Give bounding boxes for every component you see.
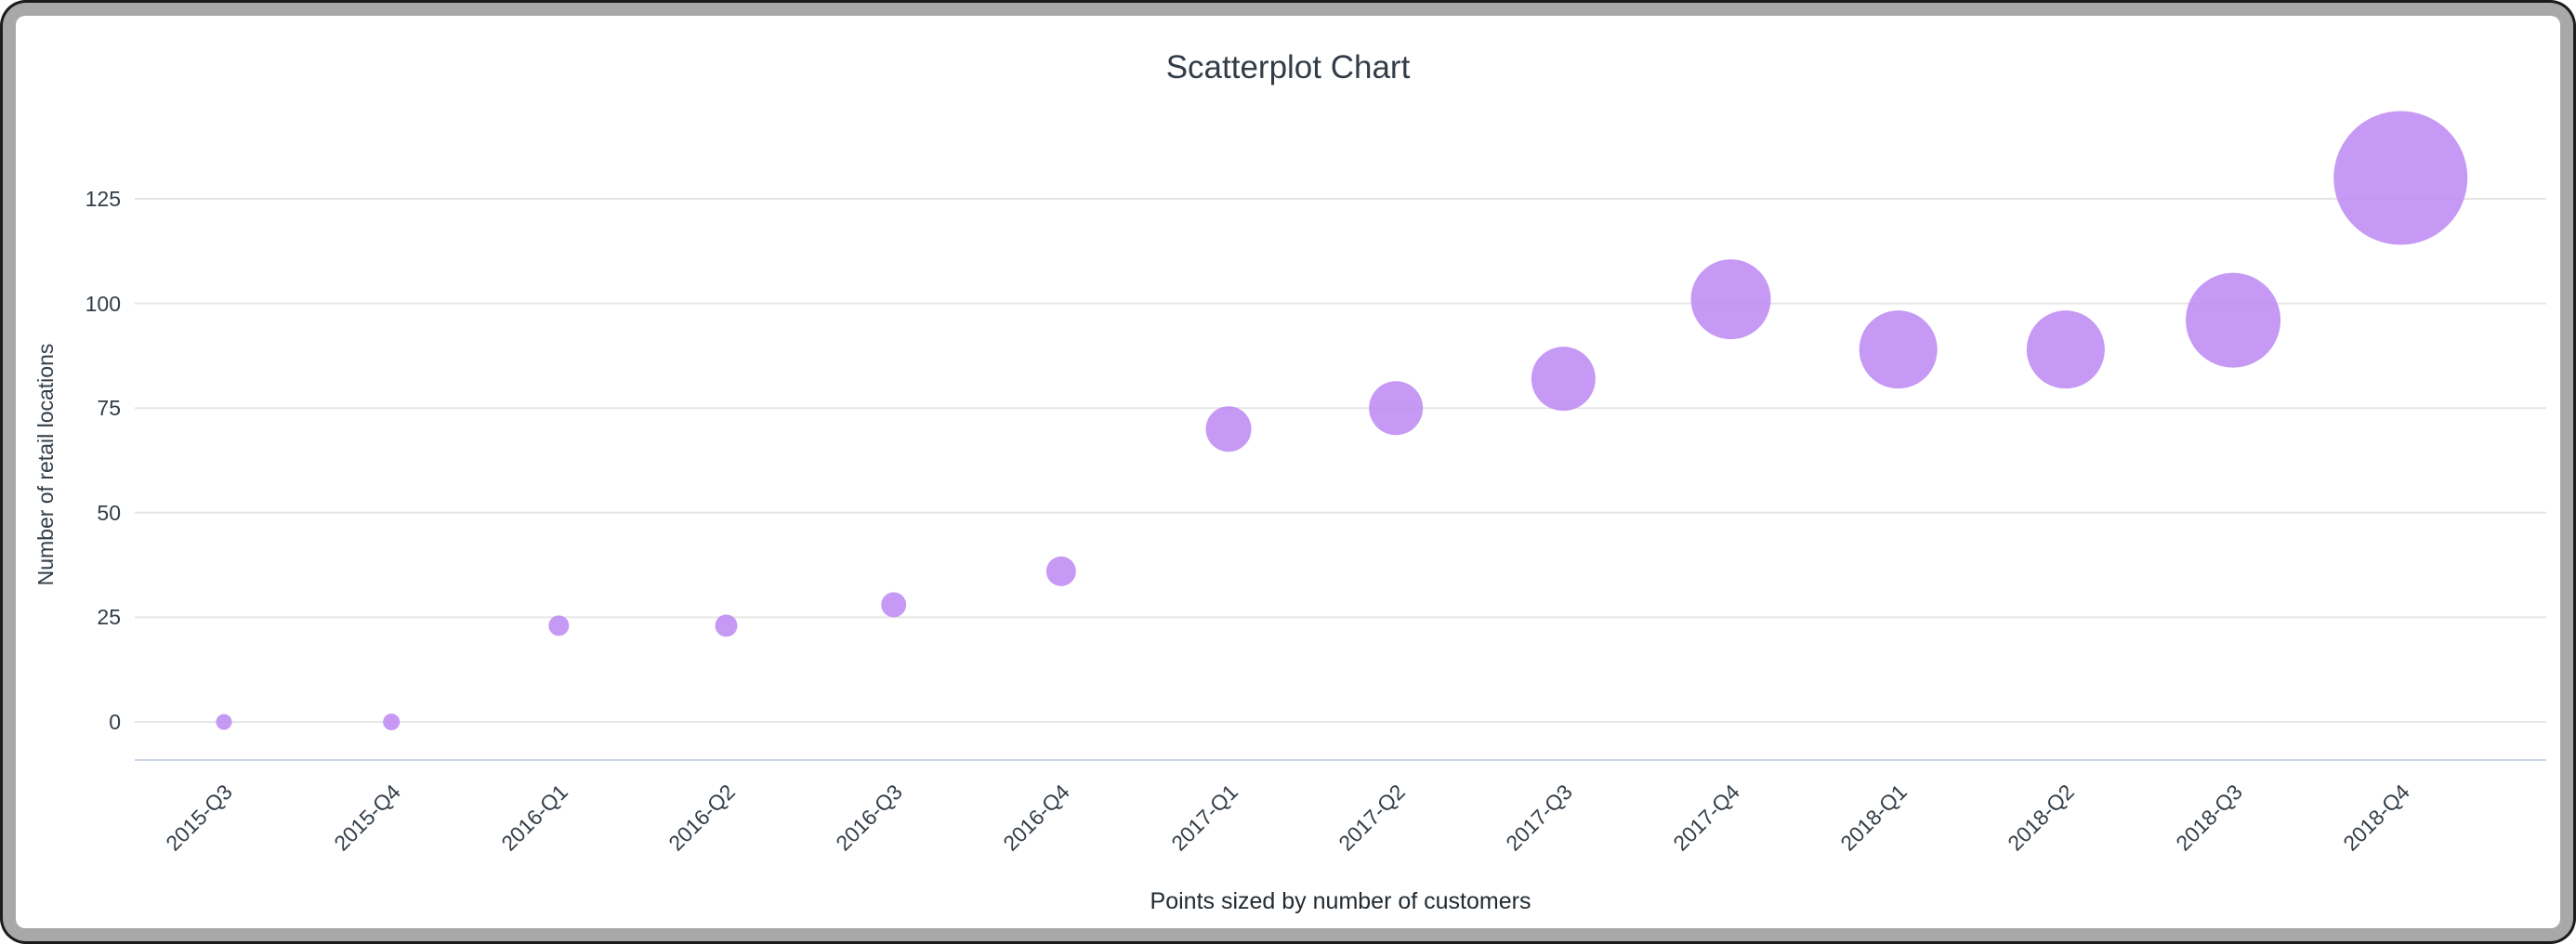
bubble-point-2015-Q4[interactable] [383, 714, 401, 730]
chart-canvas: Scatterplot Chart 0 25 50 75 100 125 2015-Q3 2… [16, 16, 2560, 928]
bubble-point-2016-Q3[interactable] [881, 592, 907, 618]
bubble-point-2017-Q1[interactable] [1205, 406, 1252, 452]
bubble-point-2018-Q3[interactable] [2186, 272, 2281, 368]
bubble-point-2018-Q2[interactable] [2026, 310, 2105, 389]
scatterplot-plot-area [135, 111, 2546, 761]
bubble-point-2017-Q4[interactable] [1690, 259, 1771, 340]
bubble-point-2016-Q2[interactable] [715, 614, 738, 637]
y-tick-label-25: 25 [97, 605, 121, 630]
y-tick-label-125: 125 [85, 187, 121, 211]
bubble-point-2016-Q1[interactable] [548, 615, 570, 636]
y-axis-title: Number of retail locations [33, 343, 58, 586]
bubble-point-2015-Q3[interactable] [216, 714, 232, 730]
bubble-point-2018-Q1[interactable] [1859, 310, 1938, 389]
bubble-point-2017-Q3[interactable] [1531, 347, 1596, 412]
chart-title: Scatterplot Chart [1165, 49, 1411, 85]
y-tick-label-100: 100 [85, 291, 121, 316]
x-axis-title: Points sized by number of customers [1150, 888, 1531, 914]
bubble-point-2017-Q2[interactable] [1369, 381, 1424, 436]
y-tick-label-75: 75 [97, 396, 121, 421]
y-tick-label-50: 50 [97, 500, 121, 525]
bubble-point-2016-Q4[interactable] [1045, 556, 1076, 586]
y-tick-label-0: 0 [109, 710, 121, 734]
bubble-point-2018-Q4[interactable] [2333, 111, 2468, 245]
